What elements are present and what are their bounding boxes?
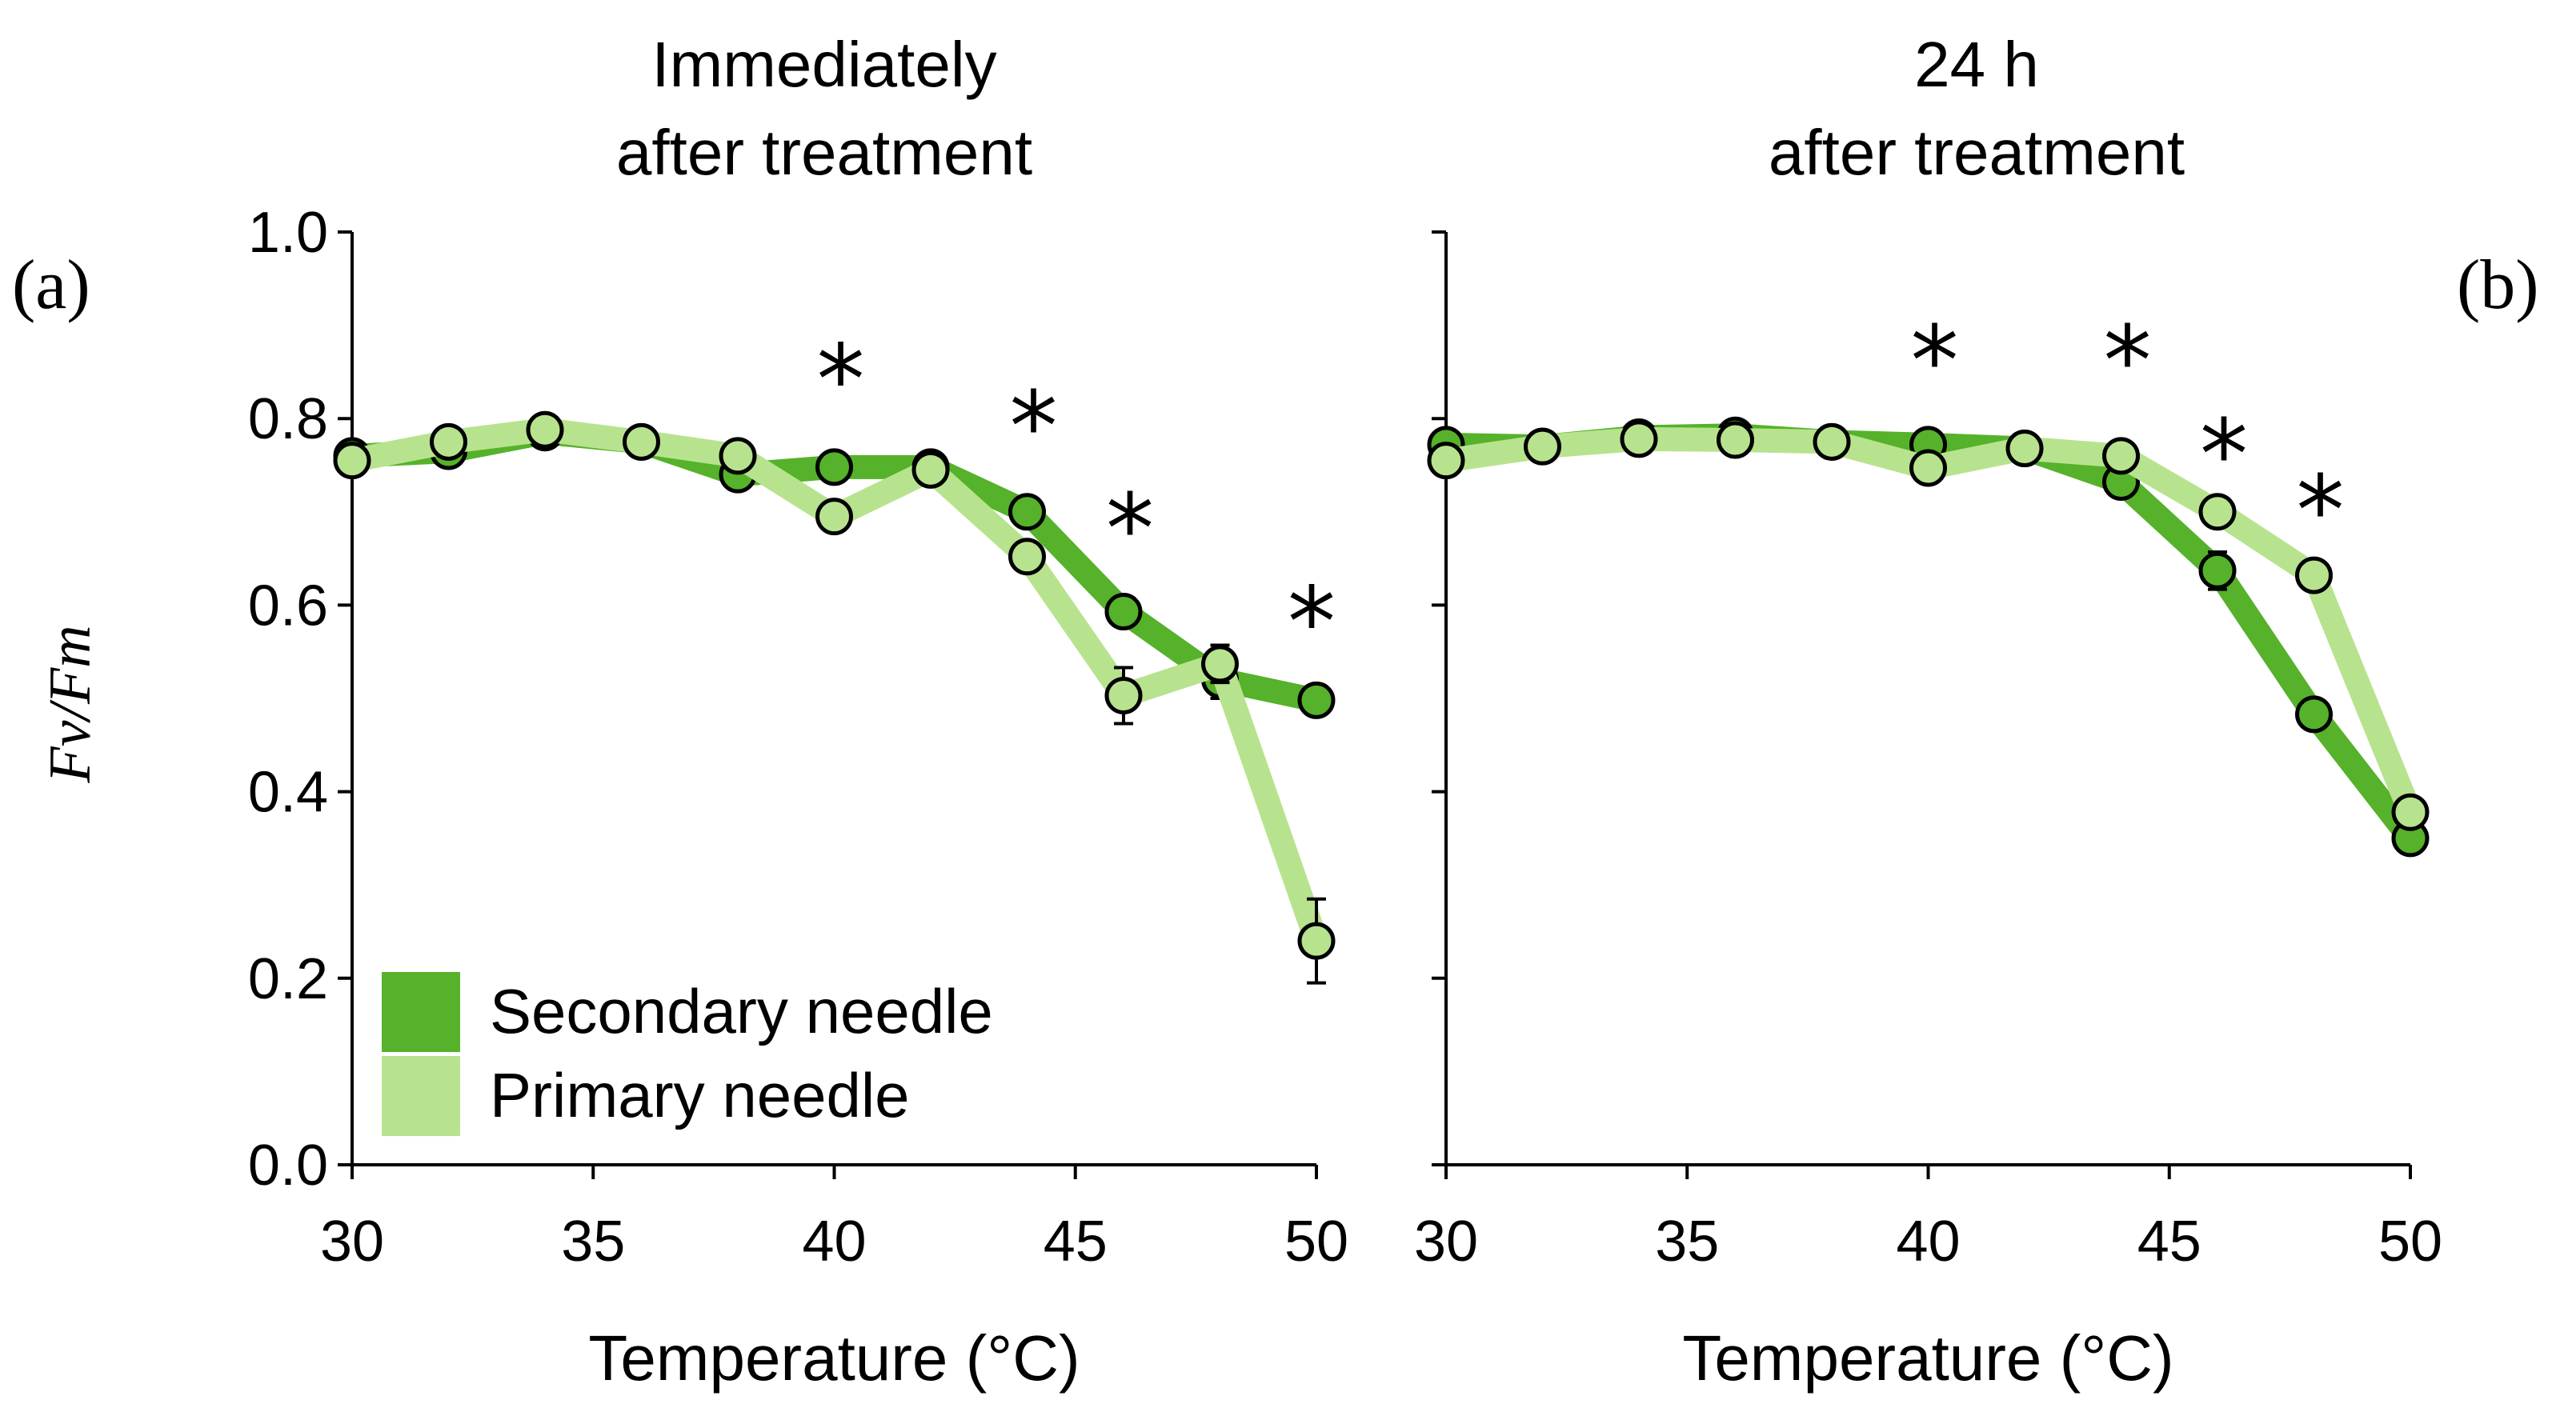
- significance-star: *: [1106, 474, 1154, 586]
- panel-title-line: after treatment: [616, 117, 1032, 188]
- legend-label: Primary needle: [490, 1060, 910, 1130]
- y-tick-label: 0.2: [248, 947, 328, 1011]
- data-point: [2102, 437, 2140, 475]
- x-tick-label: 30: [1414, 1210, 1478, 1274]
- data-point: [1813, 422, 1851, 461]
- data-point: [2198, 551, 2237, 590]
- data-point: [1297, 681, 1336, 719]
- data-point: [623, 422, 660, 461]
- x-tick-label: 50: [2378, 1210, 2442, 1274]
- data-point: [2005, 430, 2044, 468]
- significance-star: *: [817, 326, 865, 437]
- panel-title-line: Immediately: [651, 29, 996, 100]
- x-axis-title: Temperature (°C): [588, 1322, 1080, 1394]
- panel-a: 0.0 0.2 0.4 0.6 0.8 1.0 30 35 40 45 50 Temperature …: [12, 29, 1348, 1394]
- data-point: [1620, 420, 1658, 458]
- y-tick-label: 1.0: [248, 201, 328, 265]
- y-axis-title: Fv/Fm: [38, 625, 103, 783]
- panel-label: (a): [12, 246, 90, 324]
- data-point: [719, 437, 757, 475]
- data-point: [1717, 421, 1754, 459]
- x-tick-label: 35: [561, 1210, 625, 1274]
- data-point: [2295, 695, 2333, 734]
- significance-star: *: [1911, 306, 1959, 418]
- x-tick-label: 40: [802, 1210, 866, 1274]
- x-axis-title: Temperature (°C): [1682, 1322, 2173, 1394]
- data-point: [1008, 493, 1046, 531]
- x-tick-label: 45: [1044, 1210, 1108, 1274]
- data-point: [1008, 538, 1046, 576]
- significance-star: *: [1010, 372, 1058, 483]
- x-tick-label: 35: [1655, 1210, 1719, 1274]
- data-point: [1201, 645, 1239, 683]
- y-tick-label: 0.6: [248, 574, 328, 638]
- legend: Secondary needle Primary needle: [382, 972, 993, 1136]
- series-line: [1434, 423, 2422, 850]
- data-point: [526, 410, 564, 449]
- data-point: [333, 442, 371, 480]
- legend-label: Secondary needle: [490, 976, 993, 1046]
- significance-star: *: [2104, 306, 2152, 418]
- data-point: [1427, 442, 1465, 480]
- significance-star: *: [2297, 456, 2345, 567]
- data-point: [815, 498, 853, 536]
- x-tick-label: 45: [2137, 1210, 2201, 1274]
- panel-label: (b): [2457, 246, 2539, 324]
- data-point: [2391, 793, 2430, 831]
- legend-swatch: [382, 1056, 460, 1136]
- data-point: [1297, 922, 1336, 960]
- y-tick-label: 0.4: [248, 761, 328, 825]
- data-point: [430, 422, 467, 461]
- significance-star: *: [1288, 568, 1336, 679]
- x-tick-label: 50: [1284, 1210, 1348, 1274]
- data-point: [1524, 427, 1561, 466]
- data-point: [911, 450, 950, 489]
- panel-title-line: 24 h: [1914, 29, 2039, 100]
- y-tick-label: 0.0: [248, 1134, 328, 1198]
- data-point: [1909, 449, 1947, 487]
- data-point: [1104, 677, 1143, 715]
- y-tick-label: 0.8: [248, 387, 328, 451]
- data-point: [2295, 556, 2333, 594]
- x-tick-label: 40: [1896, 1210, 1960, 1274]
- significance-star: *: [2200, 400, 2248, 511]
- legend-swatch: [382, 972, 460, 1052]
- data-point: [1104, 593, 1143, 631]
- series-primary-needle: [333, 410, 1336, 985]
- x-tick-label: 30: [320, 1210, 384, 1274]
- panel-b: 30 35 40 45 50 Temperature (°C) 24 h after trea…: [1414, 29, 2539, 1394]
- data-point: [815, 448, 853, 486]
- data-point: [2198, 493, 2237, 531]
- series-primary-needle: [1427, 420, 2430, 831]
- panel-title-line: after treatment: [1769, 117, 2185, 188]
